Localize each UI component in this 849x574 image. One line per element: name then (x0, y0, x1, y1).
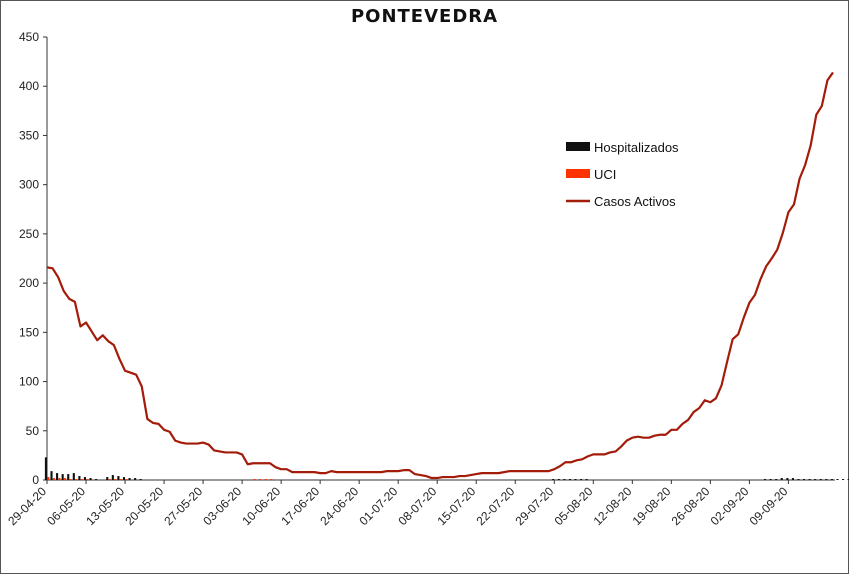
y-tick-label: 100 (19, 375, 39, 389)
hospitalizados-bar (786, 478, 789, 480)
x-tick-label: 09-09-20 (747, 484, 791, 528)
hospitalizados-bar (803, 479, 806, 480)
hospitalizados-bar (842, 479, 845, 480)
hospitalizados-bar (808, 479, 811, 480)
x-tick-label: 03-06-20 (200, 484, 244, 528)
hospitalizados-bar (825, 479, 828, 480)
hospitalizados-bar (83, 477, 87, 480)
legend-swatch-hospitalizados (566, 142, 590, 151)
hospitalizados-bar (775, 479, 778, 480)
y-tick-label: 300 (19, 178, 39, 192)
hospitalizados-bar (847, 479, 849, 480)
x-tick-label: 27-05-20 (161, 484, 205, 528)
legend-label-hospitalizados: Hospitalizados (594, 140, 679, 155)
hospitalizados-bar (814, 479, 817, 480)
hospitalizados-bar (780, 478, 783, 480)
hospitalizados-bar (797, 479, 800, 480)
legend-label-uci: UCI (594, 167, 616, 182)
hospitalizados-bar (111, 475, 114, 480)
y-tick-label: 50 (26, 424, 40, 438)
hospitalizados-bar (134, 478, 137, 480)
x-tick-label: 01-07-20 (356, 484, 400, 528)
uci-bar (75, 479, 78, 480)
uci-bar (86, 479, 89, 480)
x-tick-label: 02-09-20 (708, 484, 752, 528)
x-tick-label: 15-07-20 (434, 484, 478, 528)
hospitalizados-bar (791, 478, 794, 480)
x-tick-label: 12-08-20 (591, 484, 635, 528)
hospitalizados-bar (580, 479, 583, 480)
x-tick-label: 24-06-20 (317, 484, 361, 528)
hospitalizados-bar (139, 479, 142, 480)
hospitalizados-bar (819, 479, 822, 480)
uci-bar (125, 479, 128, 480)
legend-label-casos-activos: Casos Activos (594, 194, 676, 209)
hospitalizados-bar (574, 479, 577, 480)
hospitalizados-bar (89, 478, 92, 480)
uci-bar (270, 479, 273, 480)
hospitalizados-bar (117, 476, 120, 480)
legend-swatch-uci (566, 169, 590, 178)
uci-bar (64, 478, 67, 480)
x-tick-label: 20-05-20 (122, 484, 166, 528)
x-tick-label: 19-08-20 (630, 484, 674, 528)
hospitalizados-bar (128, 478, 131, 480)
chart-title: PONTEVEDRA (350, 6, 499, 27)
y-tick-label: 150 (19, 325, 39, 339)
hospitalizados-bar (830, 479, 833, 480)
hospitalizados-bar (769, 479, 772, 480)
uci-bar (119, 479, 122, 480)
uci-bar (114, 479, 117, 480)
x-tick-label: 26-08-20 (669, 484, 713, 528)
hospitalizados-bar (72, 473, 75, 480)
hospitalizados-bar (78, 476, 81, 480)
hospitalizados-bar (563, 479, 566, 480)
x-tick-label: 05-08-20 (552, 484, 596, 528)
hospitalizados-bar (836, 479, 839, 480)
x-tick-label: 10-06-20 (239, 484, 283, 528)
hospitalizados-bar (61, 474, 64, 480)
hospitalizados-bar (50, 471, 53, 480)
y-tick-label: 450 (19, 30, 39, 44)
y-tick-label: 250 (19, 227, 39, 241)
hospitalizados-bar (106, 477, 109, 480)
uci-bar (259, 479, 262, 480)
hospitalizados-bar (67, 474, 70, 480)
x-tick-label: 08-07-20 (395, 484, 439, 528)
hospitalizados-bar (44, 457, 47, 480)
x-tick-label: 13-05-20 (83, 484, 127, 528)
casos-activos-line (46, 71, 834, 480)
uci-bar (52, 478, 55, 480)
x-tick-label: 17-06-20 (278, 484, 322, 528)
y-tick-label: 200 (19, 276, 39, 290)
uci-bar (69, 479, 72, 480)
uci-bar (58, 478, 61, 480)
hospitalizados-bar (568, 479, 571, 480)
x-tick-label: 22-07-20 (474, 484, 518, 528)
hospitalizados-bar (763, 479, 767, 480)
hospitalizados-bar (557, 479, 560, 480)
y-tick-label: 0 (32, 473, 39, 487)
y-tick-label: 400 (19, 79, 39, 93)
hospitalizados-bar (95, 479, 98, 480)
x-tick-label: 29-04-20 (5, 484, 49, 528)
x-tick-label: 29-07-20 (513, 484, 557, 528)
uci-bar (47, 477, 50, 480)
uci-bar (264, 479, 267, 480)
x-tick-label: 06-05-20 (44, 484, 88, 528)
hospitalizados-bar (122, 477, 126, 480)
y-tick-label: 350 (19, 128, 39, 142)
hospitalizados-bar (56, 473, 59, 480)
uci-bar (108, 479, 111, 480)
hospitalizados-bar (585, 479, 588, 480)
uci-bar (253, 479, 256, 480)
hospitalizados-bar (552, 479, 555, 480)
uci-bar (80, 479, 83, 480)
